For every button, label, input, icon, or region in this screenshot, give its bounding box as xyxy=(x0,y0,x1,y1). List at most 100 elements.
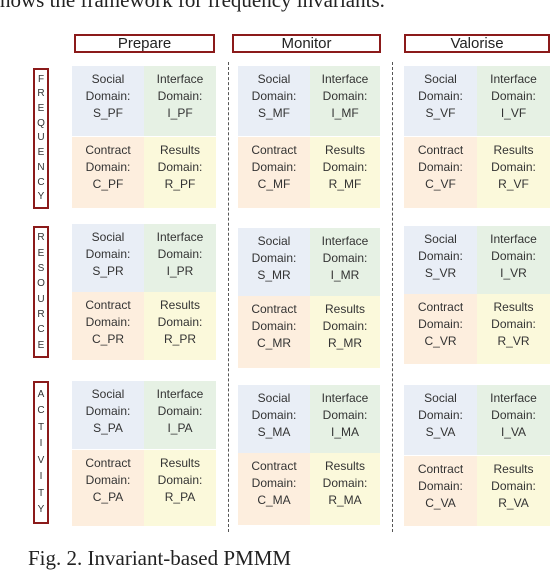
domain-name: Interface xyxy=(144,71,216,88)
interface-domain-prepare-resource: InterfaceDomain:I_PR xyxy=(144,224,216,292)
domain-code: C_MR xyxy=(238,335,310,352)
row-label-letter: I xyxy=(40,439,43,449)
interface-domain-valorise-frequency: InterfaceDomain:I_VF xyxy=(477,66,550,136)
row-label-letter: E xyxy=(38,148,45,158)
row-label-letter: V xyxy=(38,456,45,466)
domain-word: Domain: xyxy=(310,159,380,176)
row-label-letter: A xyxy=(38,390,45,400)
row-label-letter: T xyxy=(38,423,44,433)
domain-name: Contract xyxy=(238,301,310,318)
domain-name: Social xyxy=(238,71,310,88)
domain-name: Contract xyxy=(238,458,310,475)
interface-domain-prepare-frequency: InterfaceDomain:I_PF xyxy=(144,66,216,136)
domain-word: Domain: xyxy=(477,316,550,333)
domain-name: Social xyxy=(72,386,144,403)
results-domain-monitor-resource: ResultsDomain:R_MR xyxy=(310,296,380,368)
domain-code: R_MA xyxy=(310,492,380,509)
domain-code: S_PR xyxy=(72,263,144,280)
domain-word: Domain: xyxy=(238,407,310,424)
domain-name: Social xyxy=(72,71,144,88)
domain-code: R_MF xyxy=(310,176,380,193)
domain-name: Contract xyxy=(404,299,477,316)
domain-name: Results xyxy=(477,142,550,159)
row-label-letter: S xyxy=(38,264,45,274)
domain-word: Domain: xyxy=(238,250,310,267)
column-header-label: Monitor xyxy=(281,35,331,52)
column-header-monitor: Monitor xyxy=(232,34,381,53)
domain-name: Results xyxy=(144,297,216,314)
results-domain-prepare-frequency: ResultsDomain:R_PF xyxy=(144,137,216,208)
domain-name: Contract xyxy=(238,142,310,159)
domain-name: Interface xyxy=(310,390,380,407)
row-label-letter: C xyxy=(37,325,44,335)
domain-code: I_PF xyxy=(144,105,216,122)
domain-code: S_VA xyxy=(404,424,477,441)
domain-name: Interface xyxy=(477,390,550,407)
social-domain-monitor-activity: SocialDomain:S_MA xyxy=(238,385,310,453)
separator-monitor-valorise xyxy=(392,62,393,532)
row-label-letter: Y xyxy=(38,192,45,202)
social-domain-prepare-activity: SocialDomain:S_PA xyxy=(72,381,144,449)
domain-word: Domain: xyxy=(477,407,550,424)
domain-name: Social xyxy=(404,390,477,407)
domain-word: Domain: xyxy=(238,318,310,335)
interface-domain-valorise-resource: InterfaceDomain:I_VR xyxy=(477,226,550,294)
social-domain-monitor-resource: SocialDomain:S_MR xyxy=(238,228,310,296)
domain-name: Social xyxy=(72,229,144,246)
row-label-letter: R xyxy=(37,310,44,320)
domain-code: I_PA xyxy=(144,420,216,437)
results-domain-monitor-activity: ResultsDomain:R_MA xyxy=(310,453,380,525)
domain-code: S_VF xyxy=(404,105,477,122)
domain-word: Domain: xyxy=(404,478,477,495)
domain-name: Results xyxy=(310,142,380,159)
column-header-label: Prepare xyxy=(118,35,171,52)
domain-code: C_VF xyxy=(404,176,477,193)
column-header-prepare: Prepare xyxy=(74,34,215,53)
contract-domain-valorise-activity: ContractDomain:C_VA xyxy=(404,456,477,526)
row-label-letter: Y xyxy=(38,505,45,515)
results-domain-valorise-resource: ResultsDomain:R_VR xyxy=(477,294,550,364)
domain-code: R_VR xyxy=(477,333,550,350)
social-domain-valorise-resource: SocialDomain:S_VR xyxy=(404,226,477,294)
interface-domain-monitor-activity: InterfaceDomain:I_MA xyxy=(310,385,380,453)
interface-domain-prepare-activity: InterfaceDomain:I_PA xyxy=(144,381,216,449)
domain-code: S_VR xyxy=(404,265,477,282)
domain-word: Domain: xyxy=(404,159,477,176)
domain-word: Domain: xyxy=(72,472,144,489)
domain-word: Domain: xyxy=(404,88,477,105)
domain-name: Interface xyxy=(144,386,216,403)
domain-name: Contract xyxy=(404,461,477,478)
domain-word: Domain: xyxy=(238,475,310,492)
results-domain-prepare-resource: ResultsDomain:R_PR xyxy=(144,292,216,360)
domain-word: Domain: xyxy=(144,403,216,420)
row-label-frequency: FREQUENCY xyxy=(33,68,49,209)
row-label-letter: O xyxy=(37,279,45,289)
results-domain-monitor-frequency: ResultsDomain:R_MF xyxy=(310,137,380,208)
domain-code: C_MA xyxy=(238,492,310,509)
domain-word: Domain: xyxy=(310,407,380,424)
domain-code: I_VF xyxy=(477,105,550,122)
domain-word: Domain: xyxy=(144,314,216,331)
column-header-valorise: Valorise xyxy=(404,34,550,53)
row-label-letter: E xyxy=(38,104,45,114)
domain-name: Interface xyxy=(477,71,550,88)
interface-domain-valorise-activity: InterfaceDomain:I_VA xyxy=(477,385,550,455)
domain-name: Social xyxy=(404,231,477,248)
domain-word: Domain: xyxy=(477,248,550,265)
domain-code: C_VR xyxy=(404,333,477,350)
contract-domain-monitor-frequency: ContractDomain:C_MF xyxy=(238,137,310,208)
row-label-letter: I xyxy=(40,472,43,482)
domain-word: Domain: xyxy=(72,88,144,105)
domain-name: Results xyxy=(310,458,380,475)
domain-word: Domain: xyxy=(238,159,310,176)
domain-code: I_PR xyxy=(144,263,216,280)
domain-word: Domain: xyxy=(144,159,216,176)
row-label-letter: F xyxy=(38,75,44,85)
domain-code: R_PF xyxy=(144,176,216,193)
domain-name: Contract xyxy=(72,142,144,159)
domain-name: Results xyxy=(477,299,550,316)
contract-domain-prepare-resource: ContractDomain:C_PR xyxy=(72,292,144,360)
row-label-letter: U xyxy=(37,133,44,143)
domain-code: S_PA xyxy=(72,420,144,437)
domain-name: Social xyxy=(238,233,310,250)
